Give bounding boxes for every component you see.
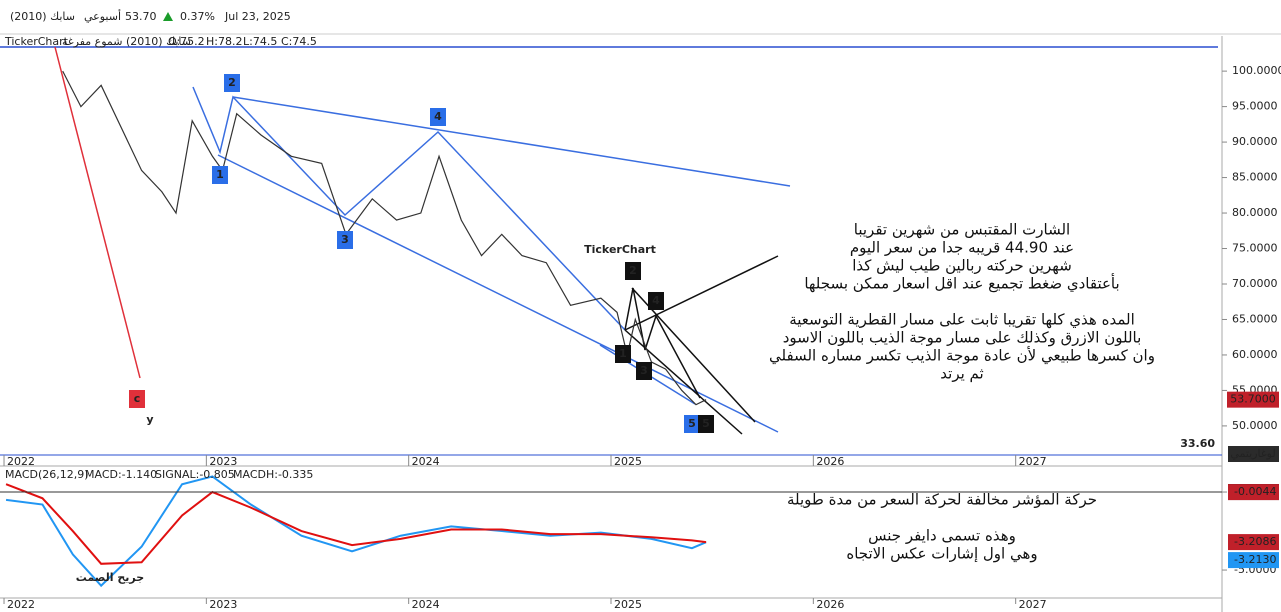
- watermark: TickerChart: [584, 243, 656, 256]
- trend-line: [217, 154, 779, 433]
- chart-header-text: L:74.5: [243, 35, 277, 48]
- wave-label-box: [698, 415, 714, 433]
- legend-entry: MACD:-1.140: [85, 468, 157, 481]
- header-text: 0.37%: [180, 10, 215, 23]
- legend-entry: MACDH:-0.335: [233, 468, 313, 481]
- chart-header-text: TickerChart: [4, 35, 69, 48]
- wave-label-box: [430, 108, 446, 126]
- wave-label-box: [648, 292, 664, 310]
- y-tick-label: 65.0000: [1232, 312, 1278, 325]
- header-text: أسبوعي: [84, 9, 121, 23]
- annotation: بأعتقادي ضغط تجميع عند اقل اسعار ممكن بس…: [804, 273, 1119, 294]
- trend-line: [624, 255, 779, 331]
- x-tick-label: 2026: [816, 598, 844, 611]
- last-value-label: -0.0044: [1234, 485, 1276, 498]
- wave-label-box: [129, 390, 145, 408]
- up-arrow: [163, 12, 173, 21]
- annotation: وهذه تسمى دايفر جنس: [868, 527, 1016, 545]
- x-tick-label: 2025: [614, 598, 642, 611]
- x-tick-label: 2024: [412, 598, 440, 611]
- annotation: الشارت المقتبس من شهرين تقريبا: [854, 221, 1070, 239]
- wave-label-box: [684, 415, 700, 433]
- last-price-box: [1227, 391, 1279, 408]
- wave-label-box: [337, 231, 353, 249]
- annotation: عند 44.90 قريبه جدا من سعر اليوم: [850, 239, 1074, 257]
- y-tick-label: 85.0000: [1232, 171, 1278, 184]
- wave-label: 5: [702, 417, 710, 430]
- wave-label: 5: [688, 417, 696, 430]
- wave-label: 2: [228, 76, 236, 89]
- last-price-label: 53.7000: [1230, 393, 1276, 406]
- x-tick-label: 2023: [209, 598, 237, 611]
- legend-entry: SIGNAL:-0.805: [155, 468, 235, 481]
- level-label: 33.60: [1180, 437, 1215, 450]
- wave-label: 1: [619, 347, 627, 360]
- x-tick-label: 2025: [614, 455, 642, 468]
- log-button[interactable]: لوغاريتمي: [1230, 447, 1275, 460]
- wave-label: y: [146, 413, 153, 426]
- wave-label: 2: [629, 264, 637, 277]
- wave-line: [192, 86, 626, 331]
- last-value-box: [1228, 484, 1279, 501]
- annotation: وان كسرها طبيعي لأن عادة موجة الذيب تكسر…: [769, 346, 1155, 366]
- header-text: 53.70: [125, 10, 157, 23]
- indicator-line: [5, 483, 707, 565]
- wave-label: 4: [652, 294, 660, 307]
- wave-label: 1: [216, 168, 224, 181]
- wave-label: 4: [434, 110, 442, 123]
- wave-label: c: [134, 392, 141, 405]
- y-tick-label: 100.0000: [1232, 64, 1281, 77]
- trend-line: [631, 287, 756, 423]
- signature: جريح الصمت: [76, 571, 144, 584]
- x-tick-label: 2022: [7, 455, 35, 468]
- y-tick-label: 90.0000: [1232, 135, 1278, 148]
- price-line: [62, 70, 707, 406]
- y-tick-label: 95.0000: [1232, 100, 1278, 113]
- y-tick-label: 50.0000: [1232, 419, 1278, 432]
- wave-label-box: [224, 74, 240, 92]
- wave-label-box: [212, 166, 228, 184]
- indicator-title: MACD(26,12,9): [5, 468, 89, 481]
- x-tick-label: 2027: [1019, 455, 1047, 468]
- last-value-label: -3.2130: [1234, 553, 1276, 566]
- x-tick-label: 2026: [816, 455, 844, 468]
- y-tick-label: 70.0000: [1232, 277, 1278, 290]
- chart-header-text: O:75.2: [168, 35, 205, 48]
- last-value-box: [1228, 552, 1279, 569]
- wave-label: 3: [341, 233, 349, 246]
- chart-header-text: H:78.2: [206, 35, 242, 48]
- y-tick-label: 60.0000: [1232, 348, 1278, 361]
- annotation: ثم يرتد: [940, 365, 983, 383]
- x-tick-label: 2022: [7, 598, 35, 611]
- x-tick-label: 2024: [412, 455, 440, 468]
- wave-label: 3: [640, 364, 648, 377]
- chart-header-text: سابك (2010) شموع مفرغة: [62, 35, 191, 48]
- x-tick-label: 2027: [1019, 598, 1047, 611]
- indicator-line: [5, 475, 707, 588]
- annotation: شهرين حركته ربالين طيب ليش كذا: [852, 257, 1072, 275]
- x-tick-label: 2023: [209, 455, 237, 468]
- last-value-box: [1228, 534, 1279, 551]
- trend-line: [232, 96, 791, 187]
- trend-line: [54, 46, 141, 379]
- y-tick-label: 75.0000: [1232, 242, 1278, 255]
- header-text: سابك (2010): [10, 10, 75, 23]
- y-tick-label: 80.0000: [1232, 206, 1278, 219]
- wave-label-box: [625, 262, 641, 280]
- annotation: حركة المؤشر مخالفة لحركة السعر من مدة طو…: [787, 491, 1097, 509]
- annotation: باللون الازرق وكذلك على مسار موجة الذيب …: [783, 329, 1142, 347]
- chart-header-text: C:74.5: [281, 35, 317, 48]
- wave-label-box: [615, 345, 631, 363]
- wave-label-box: [636, 362, 652, 380]
- annotation: المده هذي كلها تقريبا ثابت على مسار القط…: [789, 311, 1135, 330]
- wave-line: [624, 287, 701, 399]
- annotation: وهي اول إشارات عكس الاتجاه: [846, 545, 1037, 564]
- log-button-bg[interactable]: [1228, 446, 1279, 462]
- header-text: Jul 23, 2025: [224, 10, 291, 23]
- last-value-label: -3.2086: [1234, 535, 1276, 548]
